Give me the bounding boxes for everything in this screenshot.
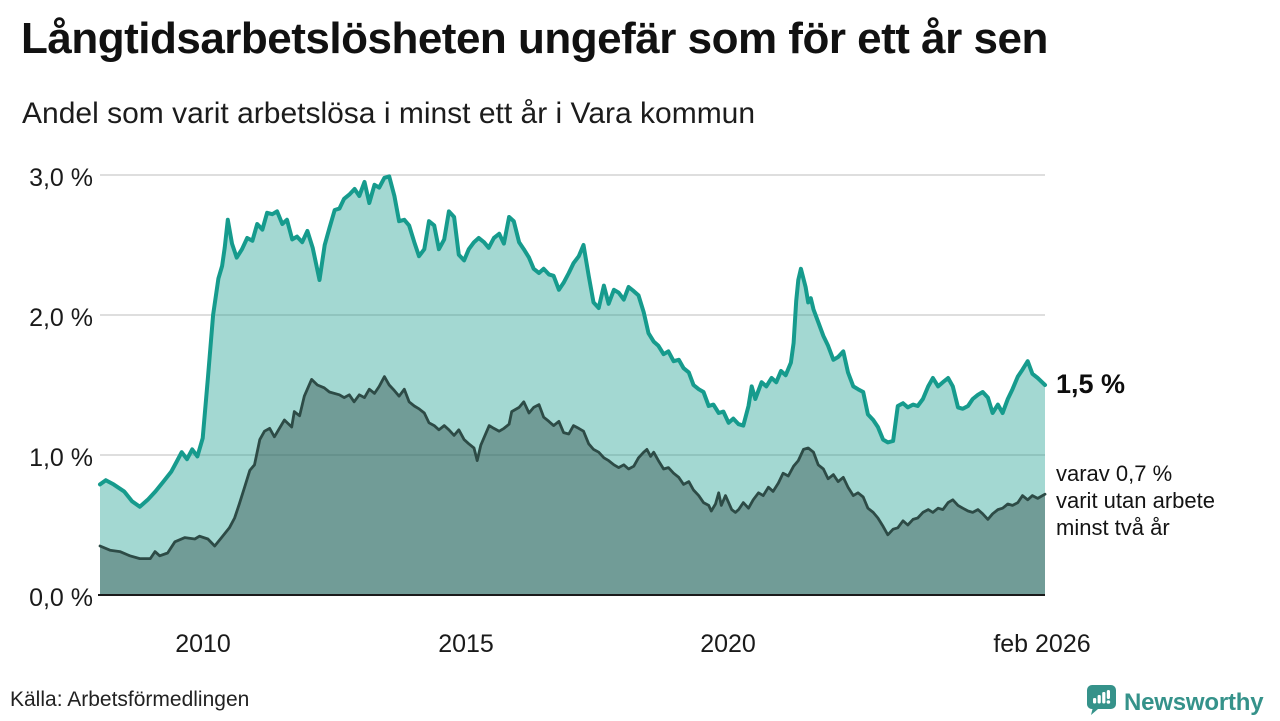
newsworthy-branding: Newsworthy [1086, 684, 1264, 721]
series1-end-value-label: 1,5 % [1056, 369, 1126, 399]
x-tick-feb2026: feb 2026 [993, 630, 1091, 658]
series2-label-line1: varav 0,7 % [1056, 461, 1173, 486]
series-1-line [98, 174, 1047, 509]
y-tick-3: 3,0 % [29, 164, 93, 192]
series-2-line [98, 375, 1047, 560]
x-tick-2010: 2010 [175, 630, 231, 658]
x-tick-2020: 2020 [700, 630, 756, 658]
y-tick-0: 0,0 % [29, 584, 93, 612]
series-2-area [100, 376, 1045, 595]
page-title: Långtidsarbetslösheten ungefär som för e… [21, 14, 1048, 63]
newsworthy-logo-icon [1086, 684, 1117, 721]
page-subtitle: Andel som varit arbetslösa i minst ett å… [22, 97, 756, 130]
y-tick-2: 2,0 % [29, 304, 93, 332]
x-tick-2015: 2015 [438, 630, 494, 658]
source-attribution: Källa: Arbetsförmedlingen [10, 688, 250, 711]
newsworthy-wordmark: Newsworthy [1124, 688, 1264, 716]
series-1-area [100, 176, 1045, 595]
y-tick-1: 1,0 % [29, 444, 93, 472]
series2-end-value-label: varav 0,7 % varit utan arbete minst två … [1056, 460, 1215, 541]
series2-label-line3: minst två år [1056, 515, 1170, 540]
series2-label-line2: varit utan arbete [1056, 488, 1215, 513]
